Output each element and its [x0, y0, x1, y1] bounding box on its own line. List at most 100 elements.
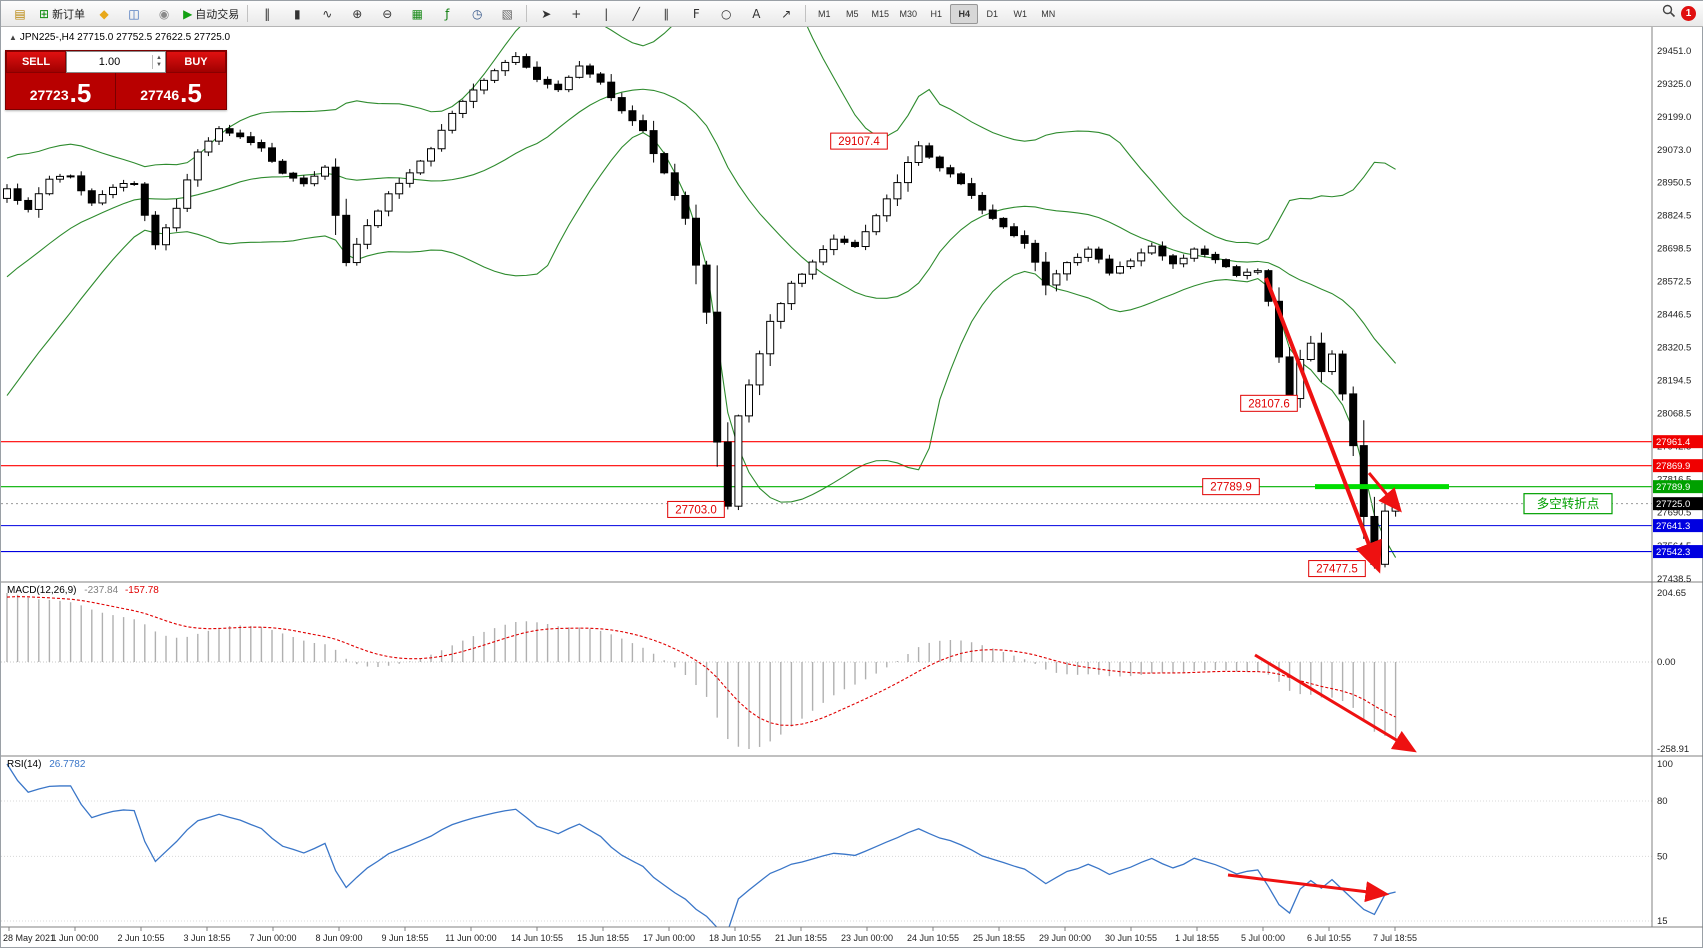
candles: [3, 52, 1400, 569]
time-axis-label: 23 Jun 00:00: [841, 933, 893, 943]
macd-signal-line: [6, 596, 1396, 726]
tile-windows-button[interactable]: ▦: [403, 3, 431, 25]
crosshair-icon: +: [571, 6, 582, 21]
price-axis-label: 29199.0: [1657, 112, 1691, 123]
volume-down-icon[interactable]: ▼: [156, 62, 162, 68]
price-tag-text: 28107.6: [1248, 398, 1290, 410]
line-chart-button[interactable]: ∿: [313, 3, 341, 25]
zoom-in-button[interactable]: ⊕: [343, 3, 371, 25]
vertical-line-button[interactable]: |: [592, 3, 620, 25]
trendline-button[interactable]: ╱: [622, 3, 650, 25]
ohlc-text: JPN225-,H4 27715.0 27752.5 27622.5 27725…: [19, 32, 231, 43]
volume-up-icon[interactable]: ▲: [156, 55, 162, 61]
new-order-icon: ⊞: [39, 6, 50, 21]
toolbar-file-group: ▤ ⊞ 新订单 ◆ ◫ ◉ ▶ 自动交易: [5, 3, 243, 25]
toolbar-chart-group: ‖ ▮ ∿ ⊕ ⊖ ▦ ƒ ◷ ▧: [252, 3, 522, 25]
price-chart[interactable]: 29451.0 29325.0 29199.0 29073.0 28950.5 28824…: [1, 27, 1703, 948]
indicators-button[interactable]: ƒ: [433, 3, 461, 25]
time-axis-label: 11 Jun 00:00: [445, 933, 496, 943]
bar-chart-button[interactable]: ‖: [253, 3, 281, 25]
cursor-icon: ➤: [541, 6, 552, 21]
time-axis-label: 30 Jun 10:55: [1105, 933, 1157, 943]
axis-price-box-label: 27789.9: [1656, 482, 1690, 493]
time-axis-label: 14 Jun 10:55: [511, 933, 563, 943]
time-axis-label: 2 Jun 10:55: [117, 933, 164, 943]
note-box[interactable]: [1523, 493, 1613, 515]
channel-button[interactable]: ∥: [652, 3, 680, 25]
time-axis-label: 6 Jul 10:55: [1307, 933, 1351, 943]
period-button[interactable]: ◷: [463, 3, 491, 25]
notification-badge[interactable]: 1: [1681, 6, 1696, 21]
price-tag-text: 29107.4: [838, 136, 880, 148]
macd-signal-value: -157.78: [124, 585, 159, 596]
indicators-icon: ƒ: [445, 6, 450, 21]
trend-arrow[interactable]: [1254, 653, 1417, 753]
shapes-button[interactable]: ○: [712, 3, 740, 25]
timeframe-h1[interactable]: H1: [930, 8, 943, 19]
macd-value: -237.84: [84, 585, 119, 596]
time-axis-label: 25 Jun 18:55: [973, 933, 1025, 943]
price-axis-label: 27690.5: [1657, 508, 1691, 519]
community-button[interactable]: ◉: [150, 3, 178, 25]
time-axis-label: 9 Jun 18:55: [381, 933, 428, 943]
new-order-button[interactable]: ⊞ 新订单: [36, 3, 88, 25]
sell-price-big: .5: [69, 78, 92, 108]
templates-button[interactable]: ▧: [493, 3, 521, 25]
toolbar-separator: [247, 5, 249, 22]
price-tag-box[interactable]: [667, 500, 725, 518]
volume-input[interactable]: 1.00 ▲ ▼: [66, 51, 166, 73]
trend-arrow[interactable]: [1367, 472, 1402, 513]
price-tag-box[interactable]: [830, 132, 888, 150]
volume-value[interactable]: 1.00: [98, 56, 121, 68]
metaeditor-icon: ◆: [99, 6, 109, 21]
timeframe-m1[interactable]: M1: [818, 8, 831, 19]
volume-stepper[interactable]: ▲ ▼: [152, 55, 165, 69]
sell-price[interactable]: 27723 .5: [6, 73, 116, 109]
trend-arrow[interactable]: [1264, 277, 1382, 574]
fibonacci-button[interactable]: F: [682, 3, 710, 25]
text-button[interactable]: A: [742, 3, 770, 25]
symbol-ohlc-header: ▲ JPN225-,H4 27715.0 27752.5 27622.5 2772…: [9, 32, 230, 43]
price-axis-label: 28824.5: [1657, 210, 1691, 221]
price-tag-box[interactable]: [1202, 478, 1260, 496]
text-icon: A: [752, 6, 761, 21]
autotrading-button[interactable]: ▶ 自动交易: [180, 3, 242, 25]
candlestick-button[interactable]: ▮: [283, 3, 311, 25]
buy-price-big: .5: [180, 78, 202, 108]
time-axis-label: 5 Jul 00:00: [1241, 933, 1285, 943]
axis-price-box: [1653, 435, 1703, 449]
timeframe-d1[interactable]: D1: [986, 8, 999, 19]
zoom-out-button[interactable]: ⊖: [373, 3, 401, 25]
cursor-button[interactable]: ➤: [532, 3, 560, 25]
arrows-button[interactable]: ↗: [772, 3, 800, 25]
chart-area[interactable]: 29451.0 29325.0 29199.0 29073.0 28950.5 28824…: [1, 27, 1703, 948]
macd-histogram: [6, 593, 1397, 749]
timeframe-w1[interactable]: W1: [1013, 8, 1028, 19]
axis-price-box-label: 27961.4: [1656, 437, 1690, 448]
zoom-out-icon: ⊖: [382, 6, 393, 21]
sell-button[interactable]: SELL: [6, 51, 66, 73]
timeframe-m5[interactable]: M5: [846, 8, 859, 19]
timeframe-m15[interactable]: M15: [871, 8, 890, 19]
macd-name: MACD(12,26,9): [7, 585, 77, 596]
buy-button[interactable]: BUY: [166, 51, 226, 73]
timeframe-h4[interactable]: H4: [950, 3, 979, 24]
axis-price-box: [1653, 497, 1703, 511]
price-axis-label: 29325.0: [1657, 79, 1691, 90]
terminal-button[interactable]: ◫: [120, 3, 148, 25]
collapse-trade-panel-icon[interactable]: ▲: [9, 33, 17, 42]
timeframe-mn[interactable]: MN: [1041, 8, 1056, 19]
price-axis-label: 29073.0: [1657, 145, 1691, 156]
crosshair-button[interactable]: +: [562, 3, 590, 25]
line-chart-icon: ∿: [322, 6, 333, 21]
charts-button[interactable]: ▤: [6, 3, 34, 25]
search-icon[interactable]: [1662, 4, 1676, 23]
price-axis-label: 28194.5: [1657, 376, 1691, 387]
timeframe-m30[interactable]: M30: [899, 8, 918, 19]
trend-arrow[interactable]: [1227, 873, 1390, 903]
axis-price-box-label: 27542.3: [1656, 547, 1690, 558]
rsi-line: [6, 763, 1396, 927]
buy-price[interactable]: 27746 .5: [116, 73, 226, 109]
metaeditor-button[interactable]: ◆: [90, 3, 118, 25]
price-tag-box[interactable]: [1240, 394, 1298, 412]
